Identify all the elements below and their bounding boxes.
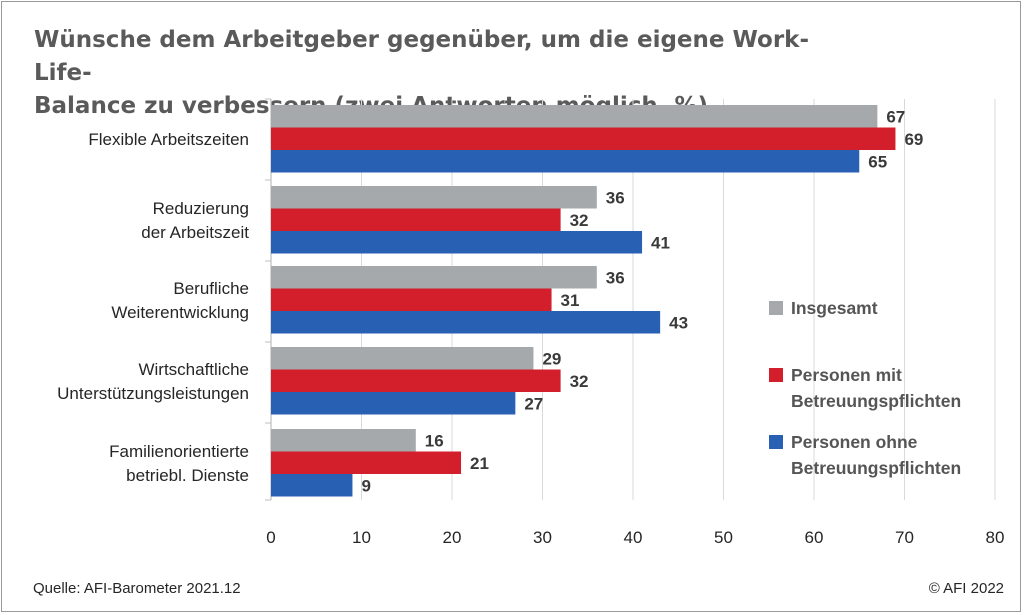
data-label: 65 [868, 152, 887, 171]
data-label: 29 [542, 349, 561, 368]
bar [271, 392, 516, 415]
category-label: der Arbeitszeit [141, 223, 249, 242]
category-label: Berufliche [173, 279, 249, 298]
bar [271, 186, 597, 209]
category-label: Unterstützungsleistungen [57, 384, 249, 403]
data-label: 67 [886, 107, 905, 126]
data-label: 9 [361, 476, 370, 495]
category-labels: Flexible Arbeitszeiten Reduzierung der Arb… [57, 130, 249, 485]
x-tick-label: 80 [986, 528, 1005, 547]
source-note: Quelle: AFI-Barometer 2021.12 [33, 580, 241, 597]
x-tick-label: 0 [266, 528, 275, 547]
x-tick-label: 40 [624, 528, 643, 547]
legend-swatch [769, 435, 783, 449]
x-tick-label: 10 [352, 528, 371, 547]
chart-title-line-1: Wünsche dem Arbeitgeber gegenüber, um di… [34, 27, 810, 86]
data-label: 16 [425, 431, 444, 450]
category-label: Reduzierung [153, 199, 249, 218]
bar [271, 266, 597, 289]
data-label: 36 [606, 268, 625, 287]
x-tick-label: 70 [895, 528, 914, 547]
data-label: 32 [570, 372, 589, 391]
bar [271, 429, 416, 452]
bar [271, 105, 878, 128]
category-label: Familienorientierte [109, 442, 249, 461]
bar [271, 127, 896, 150]
x-tick-label: 30 [533, 528, 552, 547]
bar [271, 451, 462, 474]
category-label: Weiterentwicklung [111, 303, 249, 322]
bar [271, 474, 353, 497]
data-label: 43 [669, 313, 688, 332]
x-tick-label: 50 [714, 528, 733, 547]
category-label: betriebl. Dienste [126, 466, 249, 485]
legend-label: Insgesamt [791, 298, 878, 318]
data-label: 69 [904, 130, 923, 149]
bar [271, 369, 561, 392]
bars [271, 105, 896, 497]
data-label: 21 [470, 454, 489, 473]
x-tick-label: 20 [443, 528, 462, 547]
bar [271, 288, 552, 311]
category-label: Flexible Arbeitszeiten [88, 130, 249, 149]
bar [271, 208, 561, 231]
legend: Insgesamt Personen mit Betreuungspflichten… [769, 298, 961, 478]
data-label: 31 [561, 291, 580, 310]
bar [271, 150, 860, 173]
data-label: 41 [651, 233, 670, 252]
copyright-note: © AFI 2022 [928, 580, 1004, 597]
data-label: 27 [524, 394, 543, 413]
category-label: Wirtschaftliche [138, 360, 249, 379]
x-tick-label: 60 [805, 528, 824, 547]
x-tick-labels: 0 10 20 30 40 50 60 70 80 [266, 528, 1004, 547]
legend-swatch [769, 301, 783, 315]
data-label: 36 [606, 188, 625, 207]
legend-swatch [769, 368, 783, 382]
legend-label: Personen mit [791, 365, 902, 385]
data-label: 32 [570, 211, 589, 230]
data-labels: 67 36 36 29 16 69 32 31 32 21 65 41 43 27 9 [361, 107, 923, 495]
legend-label: Betreuungspflichten [791, 458, 961, 478]
legend-label: Personen ohne [791, 432, 918, 452]
legend-label: Betreuungspflichten [791, 391, 961, 411]
bar [271, 231, 643, 254]
bar [271, 347, 534, 370]
bar [271, 311, 661, 334]
